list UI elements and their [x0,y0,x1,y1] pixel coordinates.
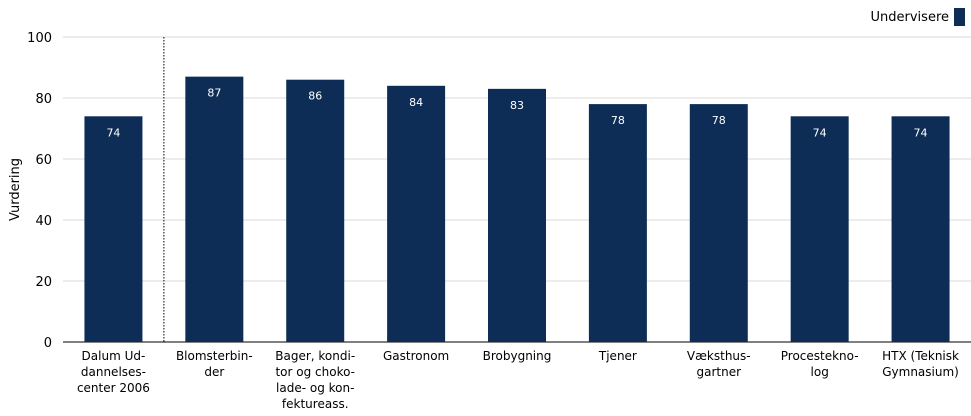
x-tick-label: Brobygning [483,349,552,363]
x-tick-label: Dalum Ud- [82,349,146,363]
legend-label: Undervisere [870,9,949,25]
x-tick-label: lade- og kon- [276,381,354,395]
x-tick-label: Væksthus- [687,349,751,363]
x-tick-label: Procestekno- [781,349,859,363]
y-tick-label: 60 [35,153,52,168]
x-tick-label: der [204,365,224,379]
legend: Undervisere [871,8,965,26]
legend-swatch [954,8,965,26]
bar [488,88,546,342]
x-tick-label: tor og choko- [275,365,355,379]
y-tick-label: 80 [35,92,52,107]
bar-value-label: 87 [207,87,221,100]
bar [286,79,345,342]
bar-value-label: 84 [409,96,423,109]
x-tick-label: Bager, kondi- [275,349,355,363]
x-tick-label: gartner [697,365,742,379]
bar-value-label: 83 [510,99,524,112]
x-tick-label: fektureass. [282,397,349,411]
bar-value-label: 74 [106,126,120,139]
y-tick-label: 40 [35,214,52,229]
x-tick-label: log [811,365,829,379]
x-tick-label: center 2006 [77,381,150,395]
bar-value-label: 74 [914,126,928,139]
bar [84,116,143,342]
bar-value-label: 78 [712,114,726,127]
y-tick-label: 100 [27,31,52,46]
x-tick-label: dannelses- [81,365,146,379]
bar [790,116,849,342]
x-tick-label: Gastronom [383,349,449,363]
bar-value-label: 78 [611,114,625,127]
y-tick-label: 20 [35,275,52,290]
x-tick-label: Blomsterbin- [176,349,253,363]
bar [891,116,950,342]
y-axis-label: Vurdering [8,158,23,221]
bar-value-label: 74 [813,126,827,139]
x-tick-label: Gymnasium) [882,365,959,379]
y-tick-label: 0 [44,336,52,351]
bar [387,85,446,343]
bar [689,104,748,342]
x-tick-label: Tjener [598,349,637,363]
bar [185,76,244,343]
x-tick-label: HTX (Teknisk [882,349,959,363]
bar [588,104,647,342]
bar-value-label: 86 [308,90,322,103]
